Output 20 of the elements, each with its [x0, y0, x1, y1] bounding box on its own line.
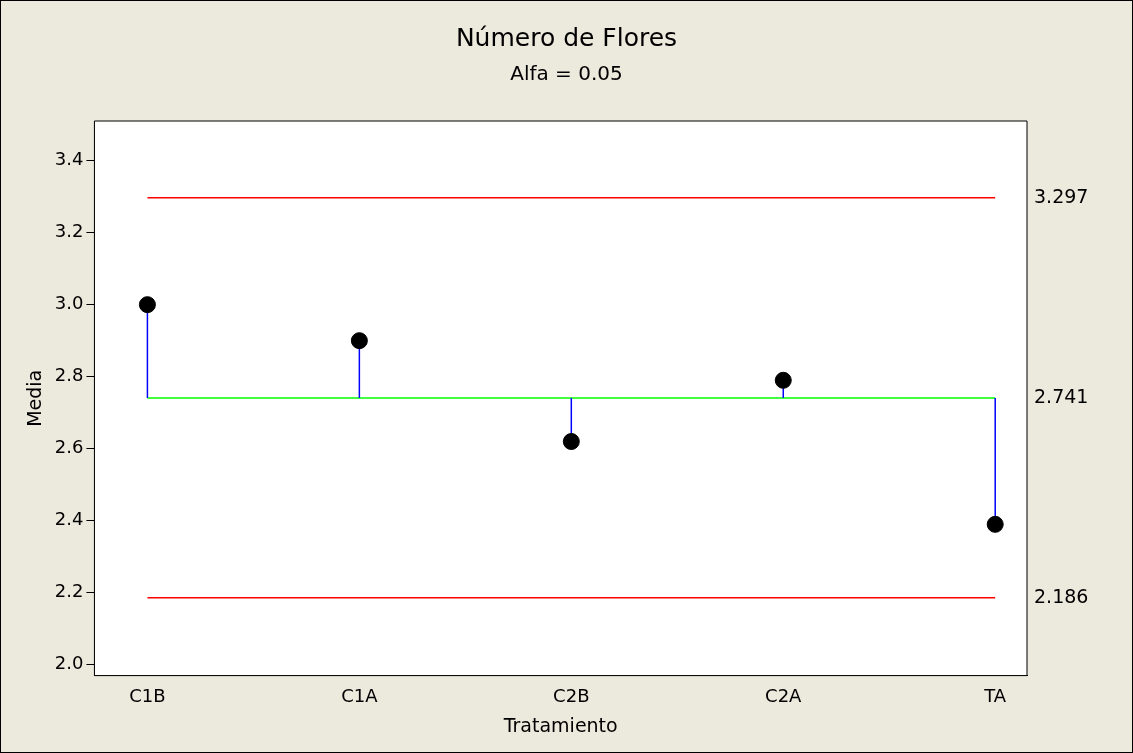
chart-title: Número de Flores [454, 23, 679, 52]
x-tick-label: TA [983, 685, 1007, 707]
x-tick-label: C2A [765, 685, 803, 707]
x-tick-label: C1B [129, 685, 166, 707]
y-tick-label: 3.4 [54, 148, 84, 170]
y-axis-title: Media [23, 369, 46, 427]
y-tick-label: 2.6 [54, 436, 84, 458]
ref-line-label: 2.186 [1034, 584, 1089, 607]
y-tick-label: 2.0 [54, 652, 84, 674]
y-tick-label: 2.4 [54, 508, 84, 530]
y-tick-label: 2.2 [54, 580, 84, 602]
y-tick-label: 3.2 [54, 220, 84, 242]
x-tick-label: C2B [553, 685, 590, 707]
ref-line-label: 2.741 [1034, 384, 1089, 407]
x-axis-title: Tratamiento [502, 713, 618, 736]
y-tick-label: 3.0 [54, 292, 84, 314]
chart-subtitle: Alfa = 0.05 [509, 61, 624, 85]
y-tick-label: 2.8 [54, 364, 84, 386]
ref-line-label: 3.297 [1034, 184, 1089, 207]
x-tick-label: C1A [341, 685, 379, 707]
